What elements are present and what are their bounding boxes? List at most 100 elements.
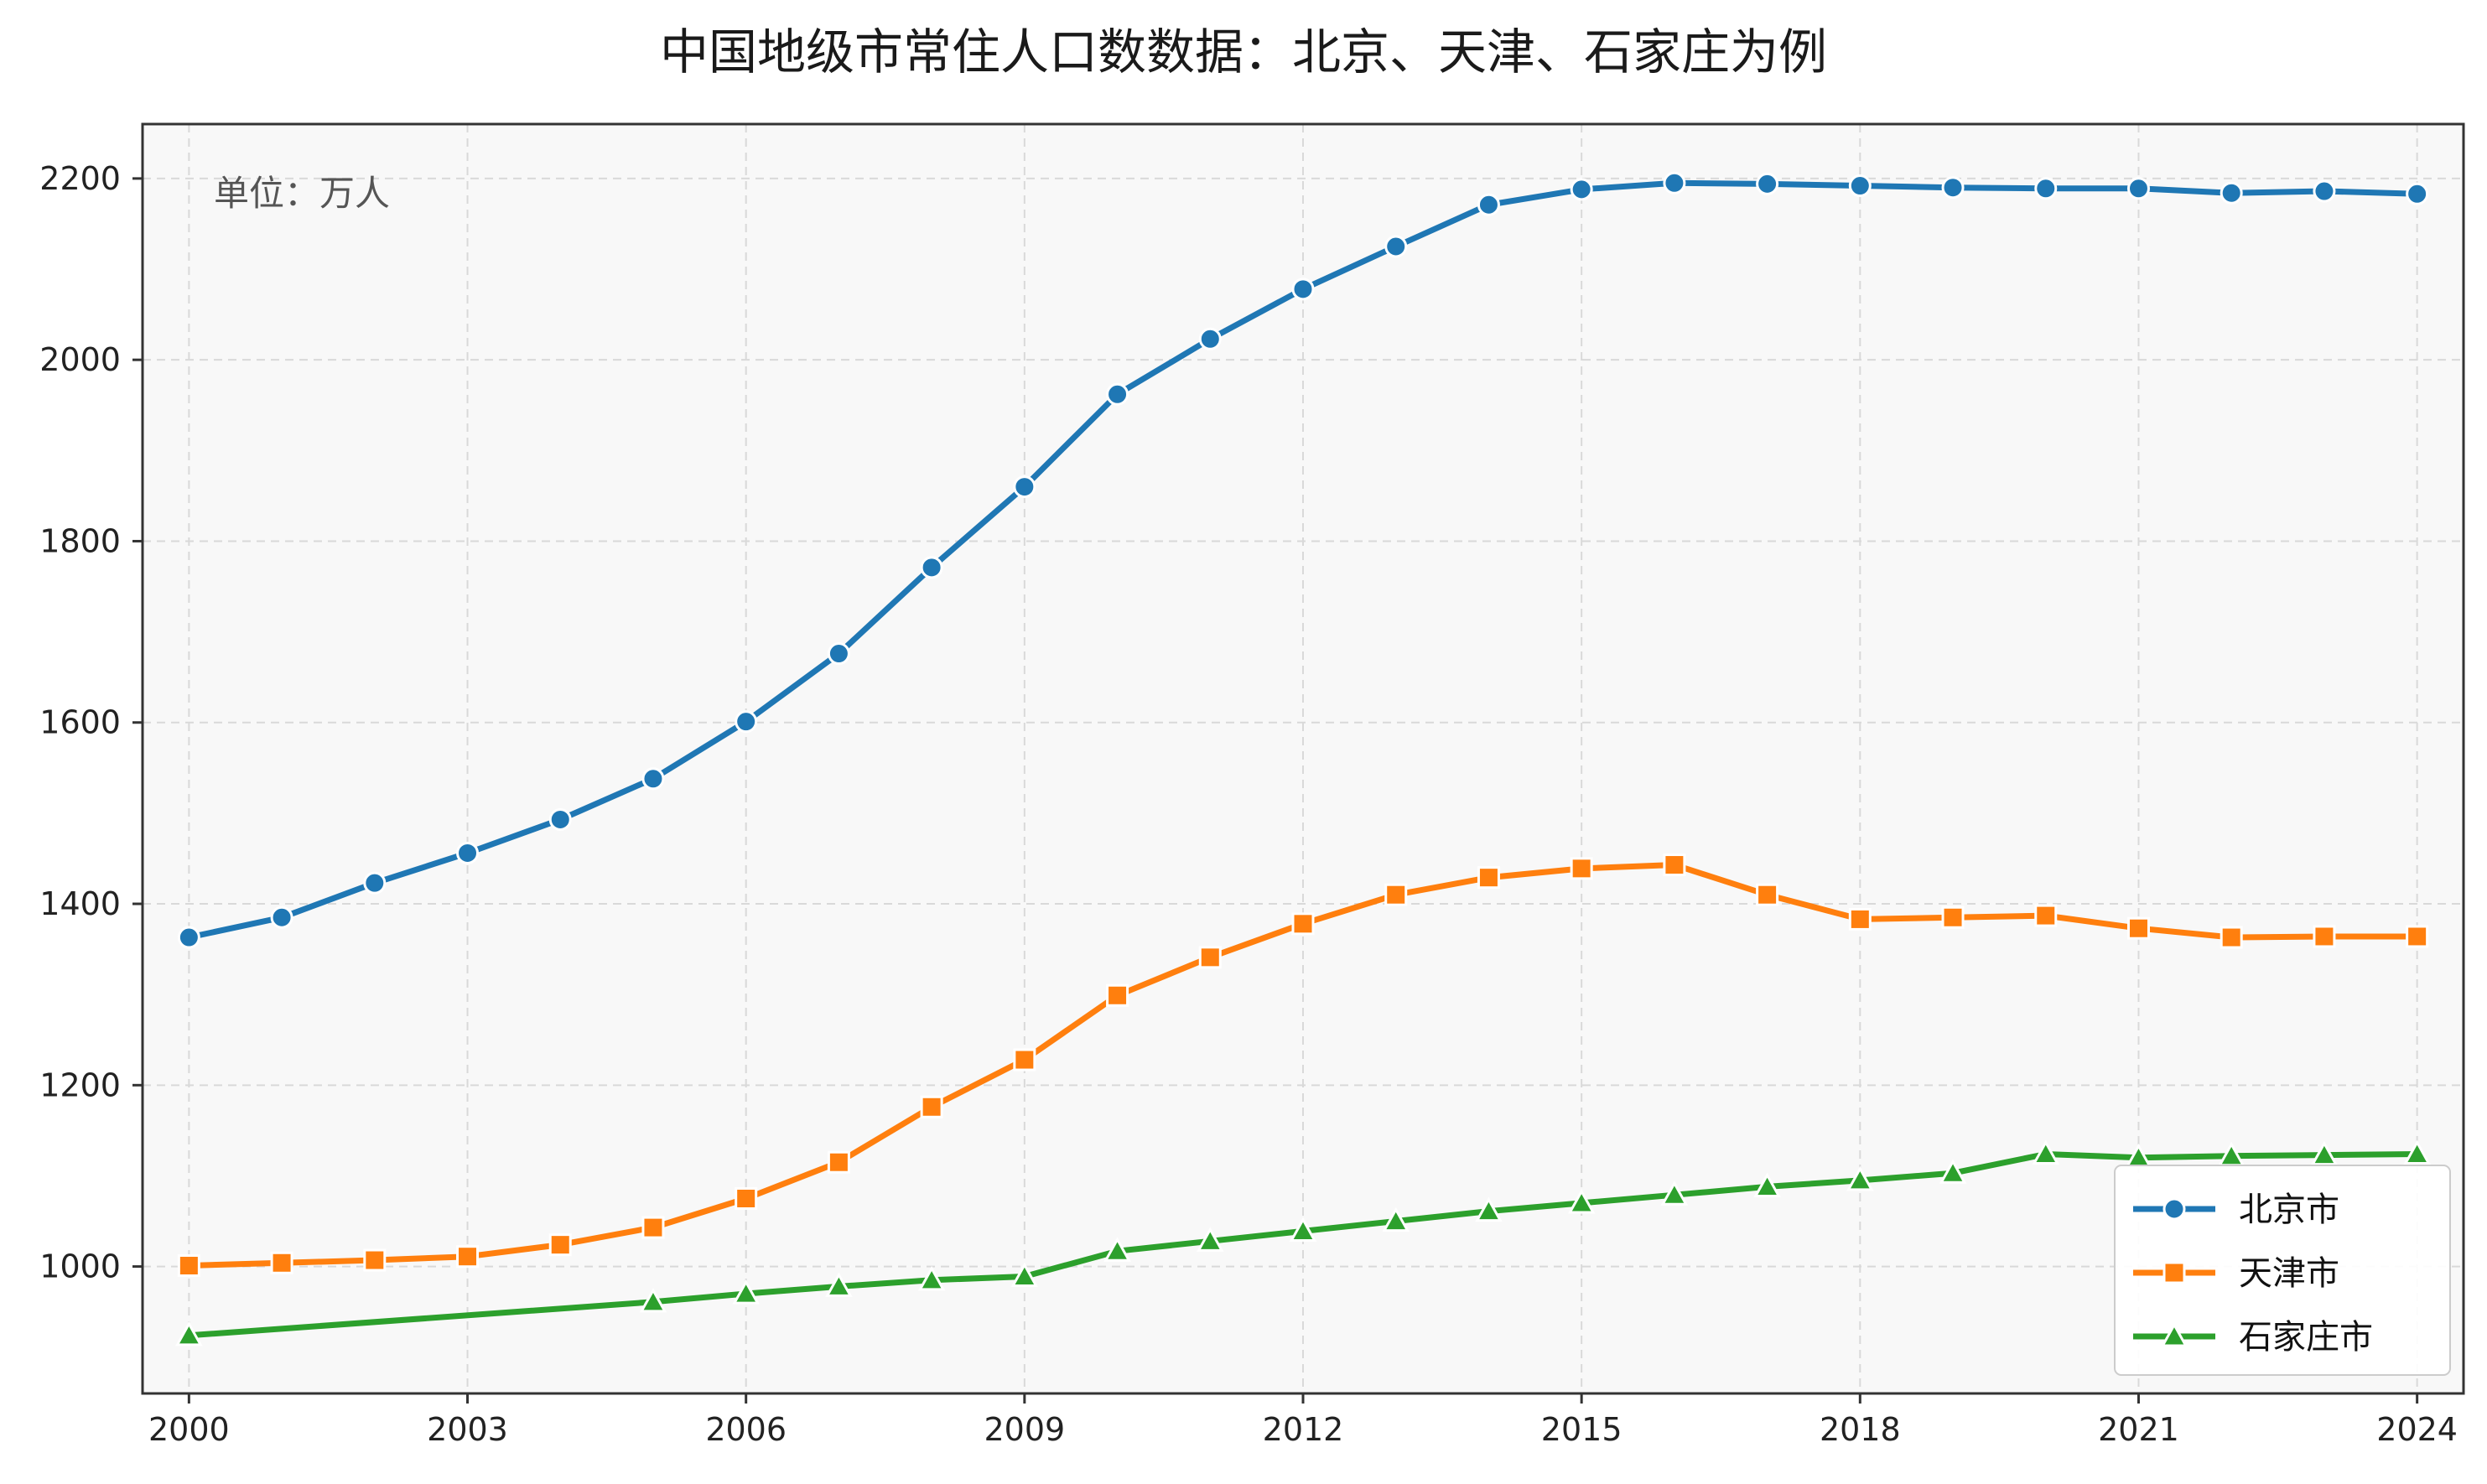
legend-marker-0 [2162,1197,2186,1221]
legend-label-1: 天津市 [2239,1254,2339,1293]
data-point-1-2013 [1384,883,1408,906]
data-point-0-2007 [827,642,850,666]
y-tick-label-1200: 1200 [39,1066,121,1103]
data-point-2-2015 [1567,1189,1596,1214]
data-point-1-2008 [920,1095,943,1118]
data-point-0-2012 [1291,278,1315,301]
data-point-0-2013 [1384,235,1408,258]
ticks: 2000 2003 2006 2009 2012 2015 2018 2021 2024 1000… [39,160,2458,1448]
data-point-2-2014 [1475,1196,1503,1222]
legend-marker-1 [2162,1261,2186,1284]
data-point-0-2001 [270,905,293,929]
data-point-2-2020 [2032,1139,2060,1165]
data-point-0-2002 [363,871,387,895]
series-1 [177,854,2429,1278]
legend-marker-2 [2160,1322,2188,1347]
data-point-0-2023 [2313,179,2336,203]
data-point-1-2004 [548,1233,572,1257]
x-tick-label-2009: 2009 [984,1411,1065,1448]
legend-label-0: 北京市 [2239,1191,2339,1229]
data-point-1-2019 [1941,905,1965,929]
y-tick-label-1000: 1000 [39,1248,121,1285]
data-point-0-2024 [2406,182,2429,205]
data-point-2-2017 [1753,1172,1781,1197]
legend-item-0: 北京市 [2133,1191,2339,1229]
data-point-1-2022 [2220,926,2243,949]
data-point-0-2017 [1756,172,1779,195]
data-point-2-2012 [1289,1217,1317,1242]
data-point-0-2009 [1013,475,1036,499]
data-point-2-2024 [2403,1139,2431,1165]
data-point-1-2003 [456,1245,480,1269]
x-tick-label-2003: 2003 [427,1411,508,1448]
data-point-0-2008 [920,556,943,579]
legend-item-1: 天津市 [2133,1254,2339,1293]
data-point-1-2011 [1198,946,1222,969]
data-point-0-2004 [548,807,572,831]
data-point-1-2010 [1106,983,1129,1007]
data-point-2-2019 [1939,1159,1967,1184]
data-point-0-2021 [2126,177,2150,200]
data-point-2-2011 [1196,1227,1224,1252]
x-tick-label-2021: 2021 [2098,1411,2179,1448]
data-point-2-2018 [1846,1165,1874,1191]
data-point-0-2014 [1477,193,1500,216]
x-tick-label-2018: 2018 [1820,1411,1901,1448]
x-tick-label-2024: 2024 [2376,1411,2458,1448]
data-point-1-2024 [2406,925,2429,948]
data-point-1-2000 [177,1254,200,1278]
data-point-2-2016 [1660,1180,1689,1206]
series-2 [175,1139,2431,1346]
data-point-0-2015 [1570,178,1593,201]
data-point-1-2001 [270,1251,293,1274]
data-point-1-2021 [2126,916,2150,940]
data-point-1-2016 [1663,854,1686,877]
legend-label-2: 石家庄市 [2239,1318,2373,1357]
data-point-2-2008 [917,1265,946,1291]
data-point-2-2009 [1010,1262,1039,1288]
data-point-0-2011 [1198,327,1222,350]
data-point-0-2016 [1663,171,1686,195]
data-point-1-2014 [1477,866,1500,890]
y-tick-label-2200: 2200 [39,160,121,197]
data-point-1-2002 [363,1248,387,1272]
data-point-1-2015 [1570,857,1593,880]
x-tick-label-2015: 2015 [1541,1411,1623,1448]
x-tick-label-2006: 2006 [705,1411,787,1448]
data-point-0-2020 [2034,177,2058,200]
data-point-1-2023 [2313,925,2336,948]
data-point-1-2012 [1291,912,1315,936]
y-tick-label-1600: 1600 [39,704,121,741]
data-point-0-2005 [641,767,665,791]
data-point-2-2013 [1382,1206,1410,1232]
data-point-2-2005 [639,1287,667,1313]
data-point-1-2006 [735,1186,758,1210]
data-point-1-2005 [641,1216,665,1239]
data-point-1-2007 [827,1150,850,1174]
unit-annotation: 单位：万人 [214,173,390,214]
data-point-2-2010 [1103,1237,1131,1262]
grid [143,124,2464,1393]
data-point-0-2003 [456,841,480,864]
legend-box [2114,1165,2451,1376]
y-tick-label-1800: 1800 [39,522,121,559]
data-point-0-2019 [1941,176,1965,200]
data-point-0-2006 [735,710,758,734]
x-tick-label-2012: 2012 [1263,1411,1344,1448]
data-point-0-2018 [1848,174,1872,198]
data-point-2-2023 [2310,1140,2339,1166]
data-point-1-2009 [1013,1048,1036,1071]
y-tick-label-1400: 1400 [39,885,121,922]
y-tick-label-2000: 2000 [39,341,121,378]
data-point-0-2022 [2220,181,2243,205]
data-point-2-2000 [175,1321,203,1346]
data-point-2-2007 [825,1272,853,1297]
chart-title: 中国地级市常住人口数数据：北京、天津、石家庄为例 [660,23,1827,80]
data-point-0-2010 [1106,382,1129,406]
data-point-1-2018 [1848,907,1872,931]
legend-item-2: 石家庄市 [2133,1318,2373,1357]
x-tick-label-2000: 2000 [148,1411,230,1448]
